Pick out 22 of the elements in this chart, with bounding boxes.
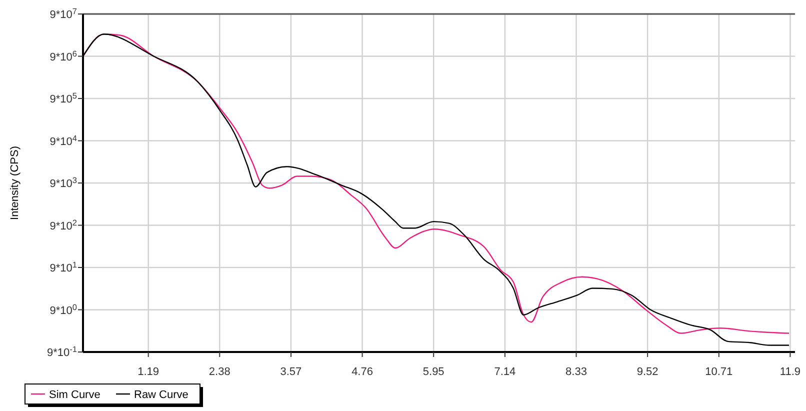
y-tick-label: 9*10$^{7}$: [50, 6, 78, 21]
x-tick-label: 7.14: [494, 366, 516, 378]
x-tick-label: 11.9: [780, 366, 800, 378]
y-tick-label: 9*10$^{1}$: [50, 260, 78, 274]
x-tick-label: 5.95: [422, 366, 444, 378]
y-tick-label: 9*10$^{6}$: [50, 48, 78, 64]
legend-label: Sim Curve: [49, 389, 100, 401]
y-tick-label: 9*10$^{-1}$: [47, 344, 78, 359]
x-tick-label: 1.19: [138, 366, 160, 378]
y-tick-label: 9*10$^{4}$: [50, 133, 78, 148]
x-tick-label: 3.57: [280, 366, 302, 378]
x-tick-label: 4.76: [352, 366, 373, 378]
y-tick-label: 9*10$^{5}$: [50, 91, 78, 106]
y-tick-label: 9*10$^{0}$: [50, 302, 78, 317]
y-axis-title: Intensity (CPS): [9, 146, 21, 220]
y-tick-label: 9*10$^{2}$: [50, 218, 78, 232]
legend-label: Raw Curve: [134, 389, 188, 401]
x-tick-label: 9.52: [636, 366, 658, 378]
x-tick-label: 8.33: [566, 366, 587, 378]
x-tick-label: 2.38: [208, 366, 230, 378]
x-tick-label: 10.71: [705, 366, 733, 378]
y-tick-label: 9*10$^{3}$: [50, 176, 78, 190]
